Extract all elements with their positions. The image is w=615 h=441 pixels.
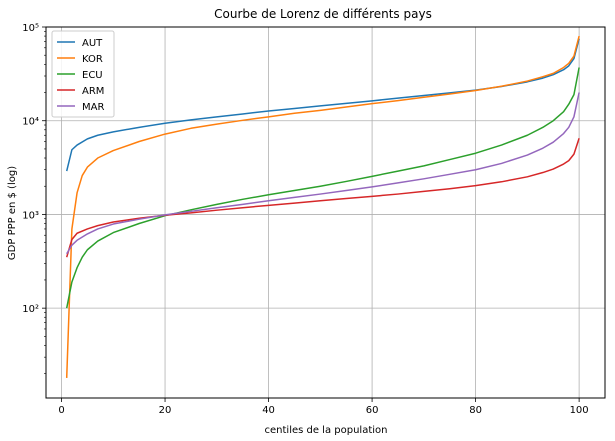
series-line-ecu — [65, 67, 580, 309]
legend-label: KOR — [82, 54, 103, 65]
series-line-aut — [65, 38, 580, 172]
y-axis-ticks: 10² 10³ 10⁴ 10⁵ — [22, 23, 46, 374]
series-layer — [65, 35, 580, 378]
x-axis-label: centiles de la population — [265, 425, 388, 436]
x-tick-label: 80 — [469, 405, 482, 416]
x-tick-label: 60 — [366, 405, 379, 416]
series-line-mar — [66, 92, 580, 255]
chart-title: Courbe de Lorenz de différents pays — [214, 7, 432, 21]
x-axis-ticks: 0 20 40 60 80 100 — [58, 398, 589, 416]
legend-label: AUT — [82, 38, 103, 49]
y-tick-label: 10³ — [22, 210, 39, 221]
series-line-kor — [65, 35, 580, 378]
legend-box — [51, 30, 115, 118]
x-tick-label: 20 — [159, 405, 172, 416]
y-axis-label: GDP PPP en $ (log) — [7, 166, 18, 260]
x-tick-label: 40 — [262, 405, 275, 416]
x-tick-label: 100 — [570, 405, 589, 416]
plot-frame — [45, 26, 606, 399]
y-tick-label: 10⁵ — [22, 23, 39, 34]
legend: AUT KOR ECU ARM MAR — [51, 30, 115, 118]
y-tick-label: 10⁴ — [22, 117, 39, 128]
series-line-arm — [65, 138, 580, 258]
legend-label: ARM — [82, 86, 104, 97]
legend-label: MAR — [82, 102, 104, 113]
x-tick-label: 0 — [58, 405, 64, 416]
legend-label: ECU — [82, 70, 103, 81]
y-tick-label: 10² — [22, 304, 39, 315]
